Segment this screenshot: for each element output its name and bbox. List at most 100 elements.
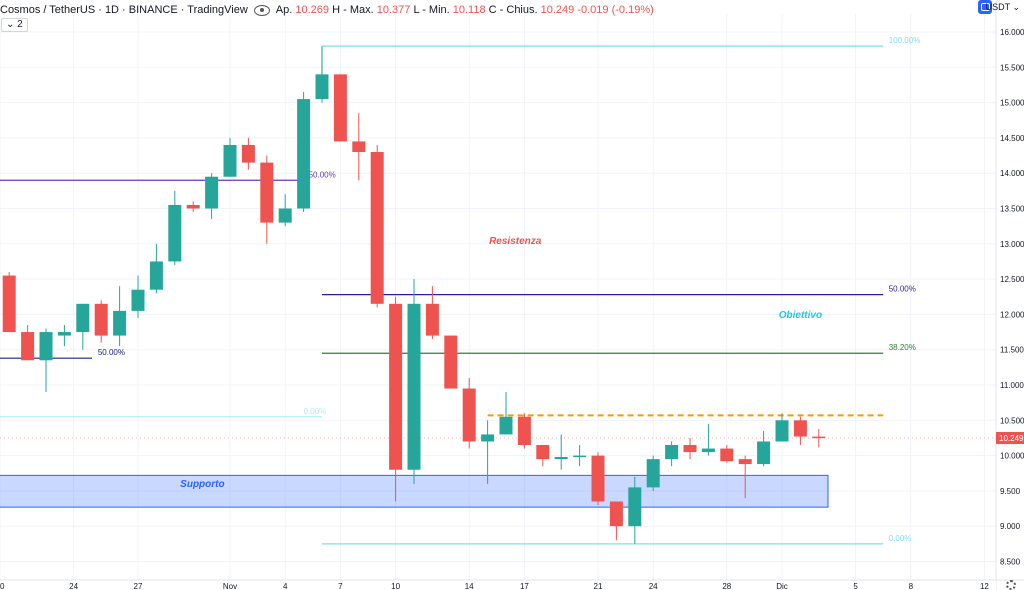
candle-body <box>94 303 108 336</box>
candle-body <box>57 332 71 336</box>
candle <box>554 434 568 470</box>
candle-body <box>683 445 697 453</box>
time-tick-label: 10 <box>391 582 400 590</box>
price-tick-label: 11.500 <box>1000 346 1024 355</box>
price-axis-bg <box>996 0 1024 590</box>
candle <box>609 501 623 541</box>
candle-body <box>757 441 771 465</box>
annotations: Resistenza Obiettivo Supporto <box>180 236 822 490</box>
candle-body <box>738 459 752 465</box>
candle-body <box>352 141 366 153</box>
candle <box>775 413 789 442</box>
time-tick-label: Nov <box>223 582 237 590</box>
symbol-title[interactable]: Cosmos / TetherUS · 1D · BINANCE · Tradi… <box>0 4 248 16</box>
candle <box>94 300 108 343</box>
candle-body <box>186 204 200 209</box>
last-price-tag <box>996 432 1024 445</box>
candle-body <box>2 275 16 333</box>
indicators-toggle[interactable]: ⌄ 2 <box>1 18 28 32</box>
candle <box>2 272 16 333</box>
candle-body <box>223 144 237 177</box>
eye-icon[interactable] <box>253 4 270 16</box>
time-tick-label: 24 <box>649 582 658 590</box>
time-tick-label: 7 <box>338 582 343 590</box>
price-tick-label: 9.000 <box>1000 522 1021 531</box>
price-axis[interactable]: 16.000 15.500 15.000 14.500 14.000 13.500 13.0… <box>995 0 1024 590</box>
candle-body <box>425 303 439 336</box>
candle-body <box>517 416 531 446</box>
time-tick-label: 20 <box>0 582 5 590</box>
candle <box>462 377 476 449</box>
indicator-count: 2 <box>17 19 23 30</box>
time-axis-bg <box>0 580 996 590</box>
candle <box>407 279 421 484</box>
candle <box>241 137 255 170</box>
candle <box>21 324 35 361</box>
time-tick-label: Dic <box>776 582 788 590</box>
candle-body <box>481 434 495 442</box>
candle-body <box>628 487 642 527</box>
time-axis[interactable]: 20 24 27 Nov 4 7 10 14 17 21 24 28 Dic 5 8 12 <box>0 579 1024 590</box>
time-tick-label: 12 <box>980 582 989 590</box>
candle <box>444 335 458 389</box>
candle <box>149 243 163 294</box>
candle <box>57 324 71 347</box>
annotation-text[interactable]: Resistenza <box>489 236 542 247</box>
time-tick-label: 28 <box>722 582 731 590</box>
candle <box>665 441 679 467</box>
candle-body <box>39 332 53 361</box>
fib-level-label: 50.00% <box>309 170 336 179</box>
candle-body <box>241 144 255 163</box>
candle <box>113 286 127 347</box>
candle-body <box>168 204 182 262</box>
candle-body <box>278 208 292 223</box>
candle-body <box>665 445 679 460</box>
candle <box>389 296 403 502</box>
candle <box>131 275 145 318</box>
candle-body <box>646 459 660 488</box>
time-tick-label: 17 <box>520 582 529 590</box>
candle <box>793 416 807 446</box>
candle <box>205 173 219 220</box>
fib-level-label: 0.00% <box>889 534 912 543</box>
price-tick-label: 8.500 <box>1000 558 1021 567</box>
last-price-label: 10.249 <box>999 434 1024 443</box>
price-tick-label: 14.000 <box>1000 169 1024 178</box>
currency-label: USDT <box>985 2 1010 12</box>
annotation-text[interactable]: Obiettivo <box>779 310 822 321</box>
time-tick-label: 21 <box>594 582 603 590</box>
candle <box>720 445 734 463</box>
candle-body <box>701 448 715 453</box>
fib-level-label: 38.20% <box>889 343 916 352</box>
gear-icon[interactable] <box>1006 580 1016 590</box>
candle <box>297 92 311 213</box>
price-tick-label: 15.500 <box>1000 63 1024 72</box>
symbol-legend: Cosmos / TetherUS · 1D · BINANCE · Tradi… <box>0 2 654 18</box>
candle <box>628 476 642 544</box>
price-tick-label: 11.000 <box>1000 381 1024 390</box>
candle <box>425 286 439 340</box>
candle-body <box>205 176 219 209</box>
support-label[interactable]: Supporto <box>180 479 224 490</box>
publish-icon[interactable] <box>978 0 992 14</box>
candle <box>536 445 550 467</box>
currency-selector[interactable]: USDT ⌄ <box>986 2 1020 13</box>
candle-body <box>775 420 789 442</box>
candle <box>168 190 182 265</box>
candle <box>646 455 660 491</box>
price-tick-label: 14.500 <box>1000 134 1024 143</box>
candle-body <box>720 448 734 462</box>
candle-body <box>812 436 826 439</box>
candle <box>260 155 274 244</box>
price-tick-label: 10.000 <box>1000 452 1024 461</box>
candle-body <box>407 303 421 470</box>
candle-body <box>554 457 568 460</box>
candle-body <box>21 332 35 361</box>
time-tick-label: 27 <box>134 582 143 590</box>
candle <box>499 392 513 435</box>
candle <box>757 430 771 467</box>
candle <box>683 437 697 460</box>
price-tick-label: 12.500 <box>1000 275 1024 284</box>
candle-body <box>591 455 605 502</box>
